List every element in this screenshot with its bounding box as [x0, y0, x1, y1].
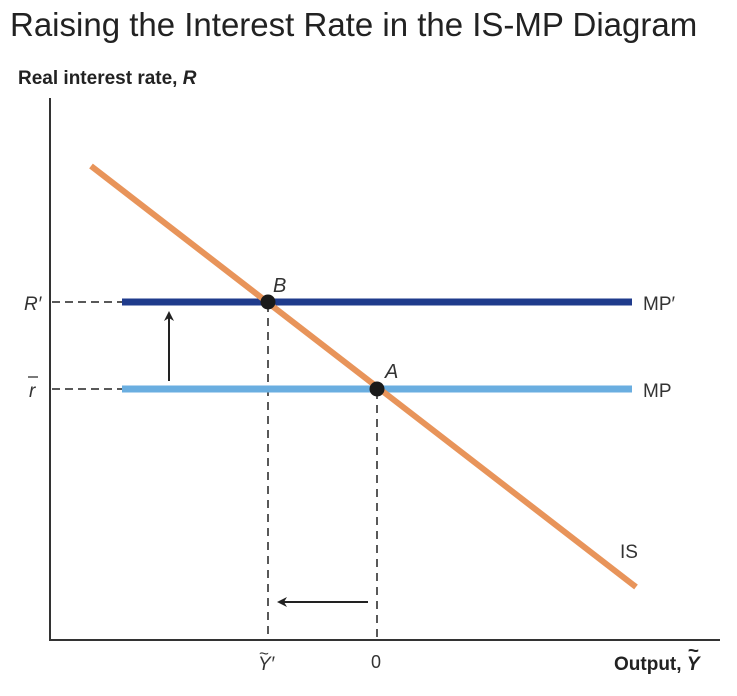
- mp-label: MP: [643, 381, 672, 402]
- point-b-marker: [260, 294, 276, 310]
- x-axis-variable: Y ~: [686, 641, 700, 676]
- x-axis-variable-letter: Y: [686, 654, 700, 675]
- y-tilde-prime-tilde: ~: [259, 644, 269, 663]
- x-axis-label-text: Output,: [614, 654, 687, 675]
- y-tilde-prime-tick-label: Y′: [258, 654, 276, 675]
- point-a-marker: [369, 381, 385, 397]
- point-b-label: B: [273, 275, 286, 297]
- mp-prime-label: MP′: [643, 294, 676, 315]
- x-axis-variable-tilde: ~: [687, 641, 699, 662]
- r-prime-tick-label: R′: [24, 294, 43, 315]
- is-label: IS: [620, 542, 638, 563]
- r-bar-tick-label: r: [29, 381, 36, 402]
- diagram-title: Raising the Interest Rate in the IS-MP D…: [10, 6, 698, 43]
- zero-tick-label: 0: [371, 652, 381, 672]
- y-axis-label-text: Real interest rate,: [18, 68, 183, 89]
- y-axis-label: Real interest rate, R: [18, 68, 196, 90]
- x-axis-label: Output, Y ~: [614, 641, 700, 676]
- is-curve: [89, 163, 638, 590]
- point-a-label: A: [384, 361, 398, 383]
- y-axis-variable: R: [182, 68, 197, 89]
